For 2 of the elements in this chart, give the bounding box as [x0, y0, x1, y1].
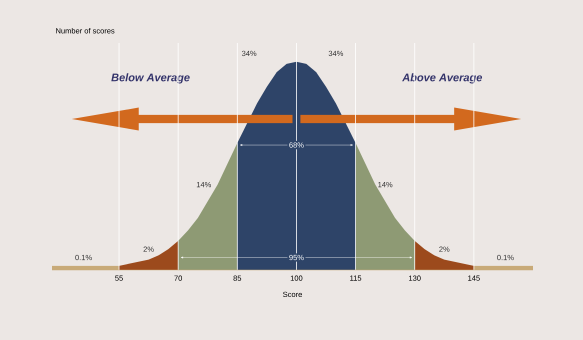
annotation: Below Average [111, 73, 190, 84]
annotation: Above Average [402, 73, 482, 84]
